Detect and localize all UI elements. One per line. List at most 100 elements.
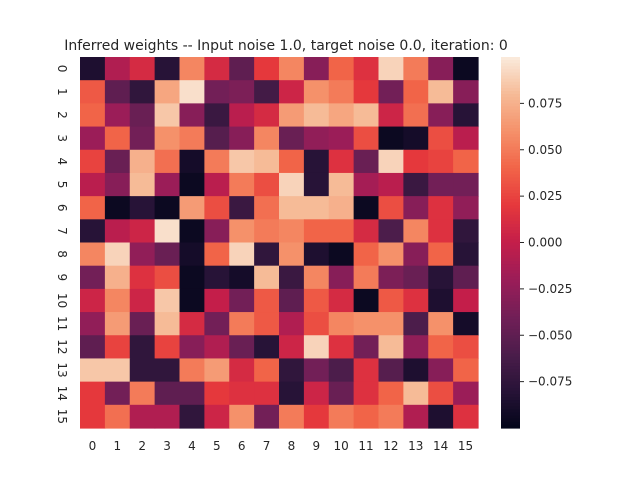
heatmap-cell [403, 126, 429, 151]
heatmap-cell [179, 404, 205, 429]
heatmap-cell [279, 288, 305, 313]
heatmap-cell [453, 312, 479, 336]
heatmap-cell [104, 381, 131, 406]
colorbar-tick-label: 0.075 [528, 96, 562, 110]
heatmap-cell [229, 149, 255, 174]
x-tick-label: 15 [458, 439, 473, 453]
heatmap-cell [229, 196, 255, 220]
heatmap-cell [80, 126, 106, 151]
heatmap-cell [179, 80, 205, 104]
heatmap-cell [104, 149, 131, 174]
heatmap-cell [378, 335, 404, 360]
y-tick-label: 0 [55, 65, 69, 73]
y-tick-label: 4 [55, 158, 69, 166]
colorbar-tick-label: 0.025 [528, 189, 562, 203]
colorbar-segment [501, 177, 520, 182]
colorbar-segment [501, 146, 520, 151]
heatmap-cell [279, 312, 305, 336]
heatmap-cell [279, 242, 305, 267]
heatmap-cell [154, 196, 181, 220]
heatmap-cell [378, 404, 404, 429]
colorbar-segment [501, 193, 520, 197]
colorbar-segment [501, 112, 520, 117]
heatmap-cell [129, 126, 156, 151]
heatmap-cell [154, 358, 181, 383]
heatmap-cell [129, 242, 156, 267]
heatmap-cell [154, 335, 181, 360]
y-tick-label: 10 [55, 293, 69, 308]
colorbar-segment [501, 273, 520, 278]
colorbar-segment [501, 341, 520, 346]
heatmap-cell [353, 57, 380, 81]
heatmap-cell [353, 149, 380, 174]
colorbar-segment [501, 159, 520, 163]
heatmap-cell [254, 381, 280, 406]
heatmap-cell [279, 219, 305, 244]
y-tick-label: 7 [55, 227, 69, 235]
heatmap-cell [204, 265, 230, 290]
heatmap-cell [154, 172, 181, 197]
x-tick-label: 6 [238, 439, 246, 453]
y-tick-label: 3 [55, 134, 69, 142]
heatmap-cell [353, 335, 380, 360]
heatmap-cell [229, 57, 255, 81]
heatmap-cell [453, 288, 479, 313]
heatmap-cell [328, 381, 355, 406]
colorbar-segment [501, 189, 520, 194]
heatmap-cell [104, 126, 131, 151]
heatmap-cell [154, 103, 181, 128]
colorbar-segment [501, 165, 520, 169]
heatmap-cell [204, 80, 230, 104]
heatmap-cell [229, 172, 255, 197]
colorbar-segment [501, 270, 520, 275]
colorbar-segment [501, 128, 520, 132]
colorbar-segment [501, 60, 520, 64]
colorbar-segment [501, 239, 520, 244]
heatmap-cell [428, 57, 454, 81]
heatmap-cell [129, 335, 156, 360]
heatmap-cell [403, 149, 429, 174]
heatmap-cell [80, 80, 106, 104]
colorbar-segment [501, 94, 520, 98]
heatmap-cell [328, 149, 355, 174]
heatmap-cell [179, 149, 205, 174]
colorbar-segment [501, 180, 520, 185]
colorbar-segment [501, 63, 520, 67]
colorbar-segment [501, 214, 520, 219]
heatmap-cell [353, 242, 380, 267]
heatmap-cell [179, 265, 205, 290]
colorbar-segment [501, 103, 520, 108]
heatmap-cell [403, 103, 429, 128]
heatmap-cell [453, 196, 479, 220]
colorbar-segment [501, 288, 520, 293]
heatmap-cell [428, 404, 454, 429]
heatmap-cell [453, 172, 479, 197]
heatmap-cell [179, 312, 205, 336]
heatmap-cell [428, 265, 454, 290]
heatmap-cell [279, 335, 305, 360]
heatmap-cell [328, 57, 355, 81]
heatmap-cell [453, 265, 479, 290]
colorbar-segment [501, 353, 520, 358]
colorbar-segment [501, 220, 520, 225]
colorbar-segment [501, 412, 520, 417]
heatmap-grid [80, 57, 479, 429]
heatmap-cell [80, 312, 106, 336]
colorbar-segment [501, 106, 520, 111]
heatmap-cell [254, 219, 280, 244]
colorbar-segment [501, 282, 520, 287]
colorbar-segment [501, 378, 520, 383]
colorbar-segment [501, 248, 520, 253]
heatmap-cell [204, 288, 230, 313]
colorbar-segment [501, 298, 520, 302]
colorbar-segment [501, 230, 520, 234]
colorbar-segment [501, 359, 520, 364]
colorbar-segment [501, 174, 520, 179]
heatmap-cell [353, 265, 380, 290]
colorbar-segment [501, 393, 520, 398]
heatmap-cell [129, 172, 156, 197]
colorbar-segment [501, 366, 520, 370]
colorbar-segment [501, 143, 520, 148]
colorbar-segment [501, 363, 520, 367]
